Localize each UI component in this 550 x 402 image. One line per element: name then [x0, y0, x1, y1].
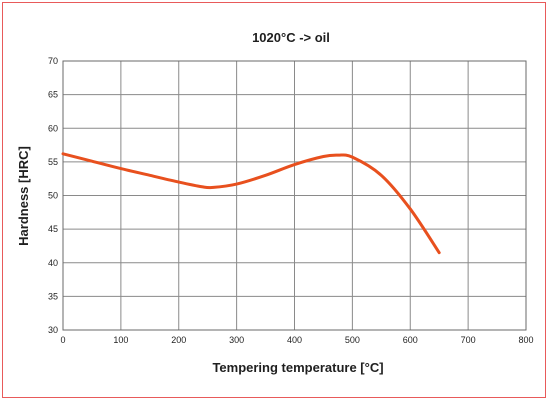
- y-tick-label: 50: [48, 191, 58, 201]
- x-tick-label: 100: [113, 335, 128, 345]
- y-tick-label: 35: [48, 291, 58, 301]
- y-tick-label: 55: [48, 157, 58, 167]
- plot-area-border: [62, 60, 527, 331]
- x-tick-label: 0: [60, 335, 65, 345]
- hardness-curve: [61, 152, 441, 255]
- x-tick-label: 600: [403, 335, 418, 345]
- y-tick-label: 40: [48, 258, 58, 268]
- chart-title: 1020°C -> oil: [252, 30, 330, 45]
- tick-labels: 0 100 200 300 400 500 600 700 800 30 35 40 45 50 55 60 6…: [48, 56, 534, 345]
- x-tick-label: 200: [171, 335, 186, 345]
- chart-frame: [2, 2, 546, 398]
- y-axis-label: Hardness [HRC]: [16, 146, 31, 246]
- y-tick-label: 65: [48, 90, 58, 100]
- y-tick-label: 60: [48, 123, 58, 133]
- data-series: [61, 152, 441, 255]
- y-tick-label: 30: [48, 325, 58, 335]
- x-tick-label: 300: [229, 335, 244, 345]
- x-tick-label: 700: [461, 335, 476, 345]
- y-tick-label: 45: [48, 224, 58, 234]
- x-tick-label: 800: [518, 335, 533, 345]
- x-axis-label: Tempering temperature [°C]: [212, 360, 383, 375]
- y-tick-label: 70: [48, 56, 58, 66]
- x-tick-label: 500: [345, 335, 360, 345]
- x-tick-label: 400: [287, 335, 302, 345]
- grid-lines: [62, 60, 527, 331]
